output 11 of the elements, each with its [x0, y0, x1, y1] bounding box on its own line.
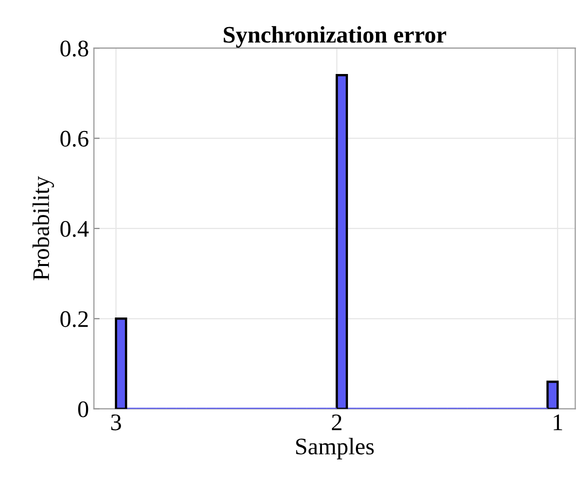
y-axis-title: Probability: [32, 176, 54, 280]
y-tick-label: 0.8: [60, 40, 88, 57]
x-tick-label: 2: [332, 414, 342, 430]
y-tick-label: 0.4: [60, 220, 89, 238]
chart-title: Synchronization error: [224, 26, 446, 48]
y-tick-label: 0.6: [60, 130, 88, 147]
x-tick-label: 3: [111, 414, 121, 430]
y-tick-label: 0.2: [60, 311, 88, 328]
x-tick-label: 1: [554, 414, 562, 430]
x-axis-title: Samples: [296, 438, 374, 460]
y-tick-label: 0: [78, 401, 88, 418]
